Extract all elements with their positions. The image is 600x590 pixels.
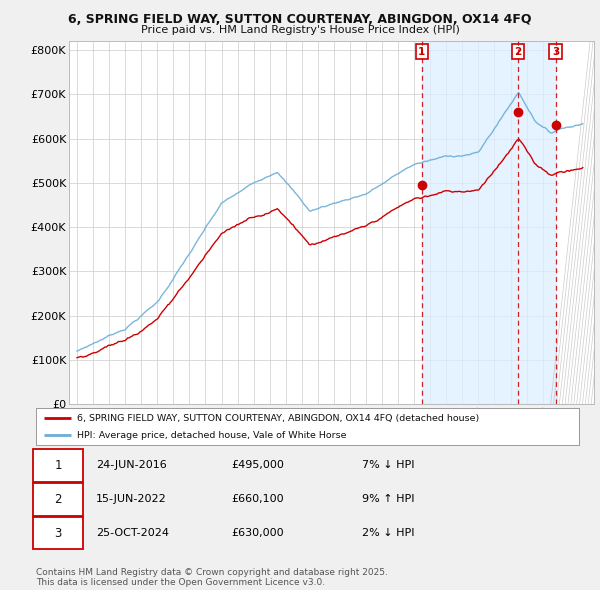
Bar [559,41,594,404]
Bar [422,41,556,404]
Text: £630,000: £630,000 [232,528,284,538]
Text: 6, SPRING FIELD WAY, SUTTON COURTENAY, ABINGDON, OX14 4FQ (detached house): 6, SPRING FIELD WAY, SUTTON COURTENAY, A… [77,414,479,423]
Text: 25-OCT-2024: 25-OCT-2024 [96,528,169,538]
FancyBboxPatch shape [33,517,83,549]
Text: 24-JUN-2016: 24-JUN-2016 [96,460,166,470]
Text: 7% ↓ HPI: 7% ↓ HPI [362,460,415,470]
Text: HPI: Average price, detached house, Vale of White Horse: HPI: Average price, detached house, Vale… [77,431,346,440]
Text: Contains HM Land Registry data © Crown copyright and database right 2025.
This d: Contains HM Land Registry data © Crown c… [36,568,388,587]
FancyBboxPatch shape [33,483,83,516]
Text: 2: 2 [514,47,521,57]
Text: 1: 1 [418,47,425,57]
Text: 3: 3 [552,47,559,57]
Text: 3: 3 [55,526,62,539]
Text: 6, SPRING FIELD WAY, SUTTON COURTENAY, ABINGDON, OX14 4FQ: 6, SPRING FIELD WAY, SUTTON COURTENAY, A… [68,13,532,26]
Text: 2% ↓ HPI: 2% ↓ HPI [362,528,415,538]
FancyBboxPatch shape [33,449,83,481]
Text: 9% ↑ HPI: 9% ↑ HPI [362,494,415,504]
Text: 2: 2 [55,493,62,506]
Bar [559,41,594,404]
Text: 1: 1 [55,459,62,472]
Text: £660,100: £660,100 [232,494,284,504]
Text: £495,000: £495,000 [232,460,284,470]
Text: Price paid vs. HM Land Registry's House Price Index (HPI): Price paid vs. HM Land Registry's House … [140,25,460,35]
Text: 15-JUN-2022: 15-JUN-2022 [96,494,166,504]
